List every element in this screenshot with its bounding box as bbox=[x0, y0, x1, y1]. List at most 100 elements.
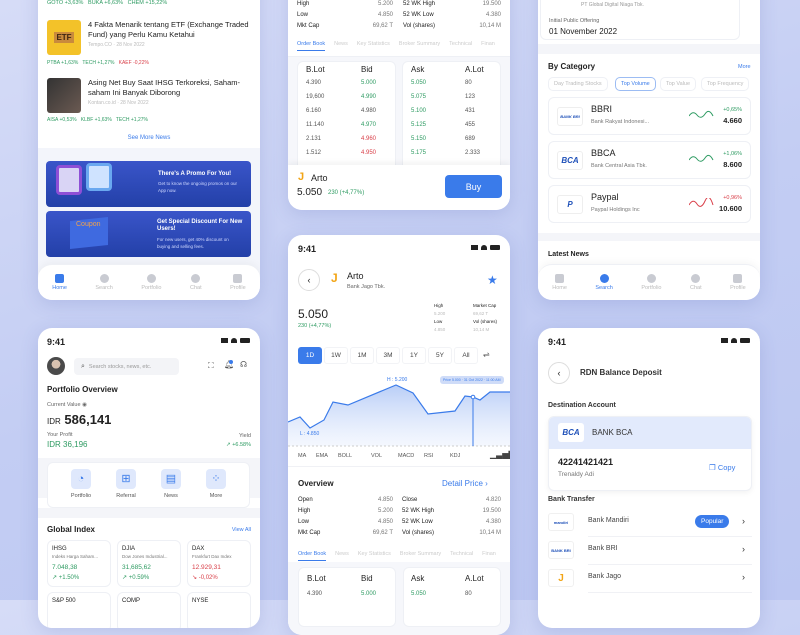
detail-price-link[interactable]: Detail Price › bbox=[442, 479, 488, 488]
nav-search[interactable]: Search bbox=[95, 274, 113, 291]
trend-up-icon: ↗ bbox=[52, 575, 58, 581]
indicator-boll[interactable]: BOLL bbox=[338, 453, 353, 459]
tab-news[interactable]: News bbox=[335, 551, 349, 557]
home-icon bbox=[55, 274, 65, 283]
sparkline bbox=[689, 198, 714, 207]
range-1w[interactable]: 1W bbox=[324, 347, 348, 364]
index-card[interactable]: NYSE bbox=[187, 592, 251, 628]
nav-chat[interactable]: Chat bbox=[690, 274, 702, 291]
chart-tooltip: Price 5.000 · 31 Oct 2022 · 11:00 AM bbox=[440, 376, 504, 384]
pie-chart-icon bbox=[646, 274, 656, 283]
promo-banner[interactable]: There's A Promo For You! Get to know the… bbox=[46, 161, 251, 207]
index-card-ihsg[interactable]: IHSG Indeks Harga Saham... 7.048,38 ↗ +1… bbox=[47, 540, 111, 587]
nav-portfolio[interactable]: Portfolio bbox=[141, 274, 162, 291]
tab-news[interactable]: News bbox=[334, 41, 348, 47]
nav-portfolio[interactable]: Portfolio bbox=[641, 274, 662, 291]
ipo-company: PT Global Digital Niaga Tbk. bbox=[581, 2, 644, 8]
stock-item-paypal[interactable]: P Paypal Paypal Holdings Inc +0,96% 10.6… bbox=[548, 185, 751, 223]
tab-technical[interactable]: Technical bbox=[450, 551, 474, 557]
range-1m[interactable]: 1M bbox=[350, 347, 374, 364]
buy-button[interactable]: Buy bbox=[445, 175, 502, 198]
chip-top-value[interactable]: Top Value bbox=[660, 77, 697, 91]
chip-day-trading[interactable]: Day Trading Stocks bbox=[548, 77, 608, 91]
range-1d[interactable]: 1D bbox=[298, 347, 322, 364]
bottom-nav: Home Search Portfolio Chat Profile bbox=[538, 264, 760, 300]
nav-search[interactable]: Search bbox=[595, 274, 613, 291]
tab-technical[interactable]: Technical bbox=[449, 41, 473, 47]
ticker-strip: GOTO +3,63% BUKA +6,63% CHEM +15,22% bbox=[47, 0, 168, 6]
indicator-vol[interactable]: VOL bbox=[371, 453, 383, 459]
index-card-djia[interactable]: DJIA Dow Jones Industrial... 31,685,62 ↗… bbox=[117, 540, 181, 587]
tab-broker-summary[interactable]: Broker Summary bbox=[399, 551, 442, 557]
range-3m[interactable]: 3M bbox=[376, 347, 400, 364]
article-title[interactable]: Asing Net Buy Saat IHSG Terkoreksi, Saha… bbox=[88, 78, 241, 97]
stock-item-bbri[interactable]: BANK BRI BBRI Bank Rakyat Indonesi... +0… bbox=[548, 97, 751, 135]
bottom-nav: Home Search Portfolio Chat Profile bbox=[38, 264, 260, 300]
view-all-link[interactable]: View All bbox=[231, 527, 251, 533]
profile-icon bbox=[733, 274, 743, 283]
action-referral[interactable]: ⊞ Referral bbox=[116, 469, 136, 499]
index-card[interactable]: COMP bbox=[117, 592, 181, 628]
bca-logo: BCA bbox=[558, 423, 584, 442]
tab-key-statistics[interactable]: Key Statistics bbox=[356, 41, 390, 47]
copy-button[interactable]: ❐ Copy bbox=[709, 463, 736, 472]
indicator-kdj[interactable]: KDJ bbox=[450, 453, 461, 459]
chip-top-frequency[interactable]: Top Frequency bbox=[701, 77, 750, 91]
chip-top-volume[interactable]: Top Volume bbox=[615, 77, 656, 91]
pie-chart-icon: ◔ bbox=[71, 469, 91, 489]
range-1y[interactable]: 1Y bbox=[402, 347, 426, 364]
indicator-ma[interactable]: MA bbox=[298, 453, 307, 459]
indicator-rsi[interactable]: RSI bbox=[424, 453, 434, 459]
eye-icon[interactable]: ◉ bbox=[82, 402, 87, 408]
stock-logo: BCA bbox=[557, 151, 583, 170]
volume-bars-icon[interactable]: ▁▃▅▇ bbox=[490, 450, 510, 459]
article-thumbnail[interactable] bbox=[47, 78, 81, 113]
tab-broker-summary[interactable]: Broker Summary bbox=[398, 41, 441, 47]
grid-icon: ⁘ bbox=[206, 469, 226, 489]
see-more-news-link[interactable]: See More News bbox=[127, 135, 171, 141]
action-news[interactable]: ▤ News bbox=[161, 469, 181, 499]
more-link[interactable]: More bbox=[738, 64, 751, 70]
trend-down-icon: ↘ bbox=[192, 575, 198, 581]
article-tags: PTBA +1,63% TECH +1,27% KAEF -0,22% bbox=[47, 60, 149, 66]
bell-icon[interactable]: 🔔︎ bbox=[224, 360, 235, 369]
index-card[interactable]: S&P 500 bbox=[47, 592, 111, 628]
tab-finan[interactable]: Finan bbox=[482, 551, 496, 557]
article-title[interactable]: 4 Fakta Menarik tentang ETF (Exchange Tr… bbox=[88, 20, 249, 39]
ipo-card[interactable]: PT Global Digital Niaga Tbk. Initial Pub… bbox=[540, 0, 740, 40]
chevron-right-icon: › bbox=[742, 544, 745, 554]
discount-banner[interactable]: Coupon Get Special Discount For New User… bbox=[46, 211, 251, 257]
headset-icon[interactable]: ☊ bbox=[240, 360, 248, 369]
action-more[interactable]: ⁘ More bbox=[206, 469, 226, 499]
back-button[interactable]: ‹ bbox=[298, 269, 320, 291]
stock-item-bbca[interactable]: BCA BBCA Bank Central Asia Tbk. +1,06% 8… bbox=[548, 141, 751, 179]
tab-order-book[interactable]: Order Book bbox=[298, 551, 327, 561]
index-card-dax[interactable]: DAX Frankfurt Dax Index 12.929,31 ↘ -0,0… bbox=[187, 540, 251, 587]
tab-key-statistics[interactable]: Key Statistics bbox=[357, 551, 391, 557]
nav-profile[interactable]: Profile bbox=[730, 274, 746, 291]
chart-area bbox=[288, 385, 510, 446]
status-icons bbox=[721, 338, 750, 343]
range-5y[interactable]: 5Y bbox=[428, 347, 452, 364]
search-input[interactable]: ⌕ Search stocks, news, etc. bbox=[74, 358, 179, 375]
price-chart[interactable] bbox=[288, 375, 510, 450]
portfolio-screen: 9:41 ⌕ Search stocks, news, etc. ⛶ 🔔︎ ☊ P… bbox=[38, 328, 260, 628]
action-portfolio[interactable]: ◔ Portfolio bbox=[71, 469, 91, 499]
destination-account-card: BCA BANK BCA 42241421421 Trenaldy Adi ❐ … bbox=[548, 416, 752, 491]
tab-finan[interactable]: Finan bbox=[481, 41, 495, 47]
nav-chat[interactable]: Chat bbox=[190, 274, 202, 291]
nav-home[interactable]: Home bbox=[52, 274, 67, 291]
favorite-star-icon[interactable]: ★ bbox=[487, 273, 498, 287]
back-button[interactable]: ‹ bbox=[548, 362, 570, 384]
indicator-macd[interactable]: MACD bbox=[398, 453, 415, 459]
avatar[interactable] bbox=[47, 357, 65, 375]
indicator-ema[interactable]: EMA bbox=[316, 453, 328, 459]
deposit-screen: 9:41 ‹ RDN Balance Deposit Destination A… bbox=[538, 328, 760, 628]
nav-profile[interactable]: Profile bbox=[230, 274, 246, 291]
chart-settings-icon[interactable]: ⇌ bbox=[483, 350, 490, 359]
range-all[interactable]: All bbox=[454, 347, 478, 364]
etf-thumbnail[interactable]: ETF bbox=[47, 20, 81, 55]
scan-icon[interactable]: ⛶ bbox=[208, 361, 214, 370]
tab-order-book[interactable]: Order Book bbox=[297, 41, 326, 51]
nav-home[interactable]: Home bbox=[552, 274, 567, 291]
